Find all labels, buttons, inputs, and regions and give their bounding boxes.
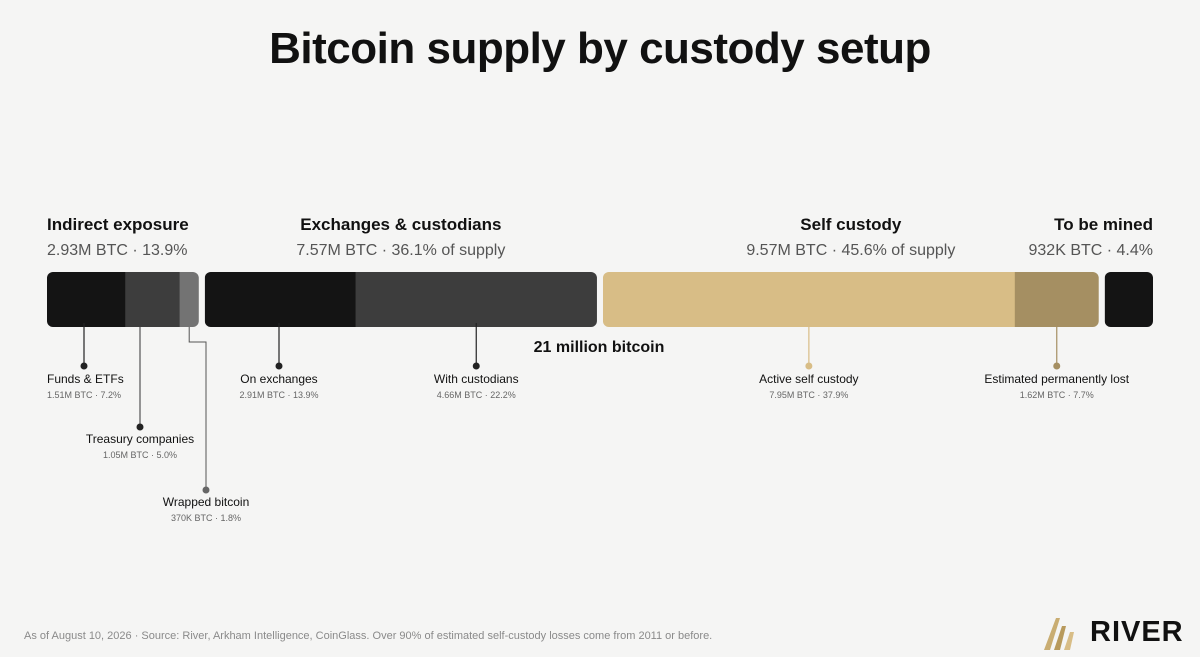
segment-label-active-self-custody: Active self custody [759,372,858,386]
segment-label-funds-etfs: Funds & ETFs [47,372,124,386]
group-summary-to-be-mined: 932K BTC · 4.4% [1029,242,1154,259]
group-summary-exchanges-custodians: 7.57M BTC · 36.1% of supply [296,242,505,259]
connector-dot-on-exchanges [275,362,283,370]
segment-label-estimated-permanently-lost: Estimated permanently lost [984,372,1129,386]
bar-estimated-permanently-lost [1014,272,1099,327]
group-heading-exchanges-custodians: Exchanges & custodians [300,215,501,234]
segment-detail-treasury-companies: 1.05M BTC · 5.0% [103,450,177,460]
brand-name: RIVER [1090,616,1184,648]
group-heading-to-be-mined: To be mined [1054,215,1153,234]
chart-title: Bitcoin supply by custody setup [269,24,931,73]
connector-dot-estimated-permanently-lost [1053,362,1061,370]
connector-dot-with-custodians [472,362,480,370]
group-heading-self-custody: Self custody [800,215,902,234]
connector-dot-treasury-companies [136,423,144,431]
segment-detail-funds-etfs: 1.51M BTC · 7.2% [47,390,121,400]
segment-detail-with-custodians: 4.66M BTC · 22.2% [437,390,516,400]
segment-label-treasury-companies: Treasury companies [86,432,194,446]
bar-treasury-companies [125,272,181,327]
segment-label-wrapped-bitcoin: Wrapped bitcoin [163,495,250,509]
connector-dot-active-self-custody [805,362,813,370]
custody-chart: Indirect exposure 2.93M BTC · 13.9% Exchan… [47,215,1154,523]
source-footnote: As of August 10, 2026 · Source: River, A… [24,630,713,642]
bar-active-self-custody [602,272,1016,327]
segment-detail-wrapped-bitcoin: 370K BTC · 1.8% [171,513,241,523]
bar-on-exchanges [204,272,357,327]
bar-wrapped-bitcoin [179,272,199,327]
connector-dot-funds-etfs [80,362,88,370]
segment-label-on-exchanges: On exchanges [240,372,317,386]
bar-funds-etfs [47,272,126,327]
connector-dot-wrapped-bitcoin [202,486,210,494]
segment-label-with-custodians: With custodians [434,372,519,386]
total-supply-label: 21 million bitcoin [534,339,665,356]
river-mountain-logo-icon [1044,618,1074,650]
bar-with-custodians [355,272,597,327]
segment-detail-active-self-custody: 7.95M BTC · 37.9% [769,390,848,400]
segment-detail-estimated-permanently-lost: 1.62M BTC · 7.7% [1020,390,1094,400]
group-heading-indirect-exposure: Indirect exposure [47,215,189,234]
group-summary-self-custody: 9.57M BTC · 45.6% of supply [746,242,955,259]
bar-to-be-mined [1104,272,1154,327]
brand-logo: RIVER [1040,612,1190,652]
connector-wrapped-bitcoin [188,327,207,490]
segment-detail-on-exchanges: 2.91M BTC · 13.9% [239,390,318,400]
group-summary-indirect-exposure: 2.93M BTC · 13.9% [47,242,188,259]
